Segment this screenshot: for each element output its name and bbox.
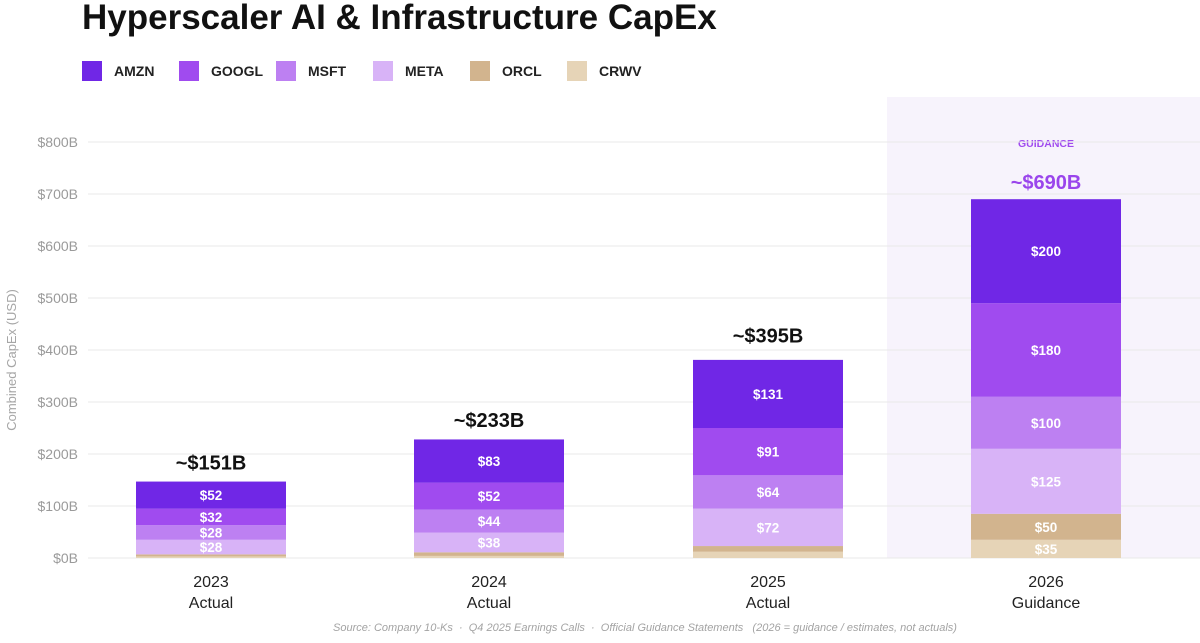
legend-label: ORCL [502,63,542,79]
guidance-label: GUIDANCE [1018,138,1074,150]
segment-label: $38 [478,535,501,550]
bar-segment-crwv-2023 [136,556,286,558]
legend-item-meta: META [373,61,470,81]
x-tick-label: 2026 [1028,574,1064,591]
y-tick-label: $400B [38,342,78,358]
segment-label: $52 [200,488,223,503]
bar-segment-amzn-2024 [414,439,564,483]
chart-title: Hyperscaler AI & Infrastructure CapEx [82,0,717,37]
bar-segment-msft-2023 [136,525,286,540]
bar-segment-googl-2023 [136,508,286,526]
legend-swatch [373,61,393,81]
y-tick-label: $100B [38,498,78,514]
y-tick-label: $300B [38,394,78,410]
bar-segment-amzn-2025 [693,359,843,428]
segment-label: $64 [757,485,780,500]
legend-label: CRWV [599,63,642,79]
legend-item-msft: MSFT [276,61,373,81]
x-tick-sublabel: Actual [189,595,233,612]
x-tick-sublabel: Actual [746,595,790,612]
segment-label: $50 [1035,520,1058,535]
bar-segment-meta-2024 [414,532,564,553]
bar-segment-orcl-2023 [136,554,286,557]
legend-swatch [82,61,102,81]
bar-segment-googl-2026 [971,303,1121,397]
legend-item-orcl: ORCL [470,61,567,81]
total-label: ~$151B [176,452,247,474]
legend-item-crwv: CRWV [567,61,647,81]
bar-segment-googl-2025 [693,428,843,476]
legend-swatch [470,61,490,81]
segment-label: $100 [1031,416,1061,431]
legend-label: AMZN [114,63,155,79]
segment-label: $91 [757,445,780,460]
bar-segment-orcl-2025 [693,546,843,552]
segment-label: $35 [1035,542,1058,557]
bar-segment-meta-2023 [136,539,286,555]
bar-segment-amzn-2026 [971,199,1121,304]
source-note: Source: Company 10-Ks · Q4 2025 Earnings… [333,622,957,634]
x-tick-label: 2024 [471,574,507,591]
bar-segment-meta-2025 [693,508,843,547]
bar-segment-meta-2026 [971,448,1121,514]
bar-segment-crwv-2026 [971,539,1121,558]
segment-label: $72 [757,520,780,535]
segment-label: $44 [478,514,501,529]
bar-segment-crwv-2025 [693,551,843,558]
y-tick-label: $800B [38,134,78,150]
legend-label: META [405,63,444,79]
y-tick-label: $500B [38,290,78,306]
x-tick-sublabel: Actual [467,595,511,612]
segment-label: $52 [478,489,501,504]
segment-label: $32 [200,510,223,525]
legend-label: MSFT [308,63,347,79]
bar-segment-googl-2024 [414,482,564,510]
y-axis-label: Combined CapEx (USD) [4,289,19,431]
total-label: ~$233B [454,410,525,432]
y-tick-label: $0B [53,550,78,566]
segment-label: $28 [200,540,223,555]
legend-item-googl: GOOGL [179,61,276,81]
segment-label: $180 [1031,343,1061,358]
legend-item-amzn: AMZN [82,61,179,81]
x-tick-label: 2025 [750,574,786,591]
bar-segment-msft-2026 [971,396,1121,449]
legend-swatch [276,61,296,81]
bar-segment-msft-2024 [414,509,564,533]
legend-label: GOOGL [211,63,264,79]
bar-segment-orcl-2026 [971,513,1121,540]
x-tick-label: 2023 [193,574,229,591]
total-label: ~$690B [1011,172,1082,194]
segment-label: $83 [478,454,501,469]
legend-swatch [567,61,587,81]
legend: AMZN GOOGL MSFT META ORCL CRWV [82,60,647,82]
bar-segment-orcl-2024 [414,552,564,556]
x-tick-sublabel: Guidance [1012,595,1081,612]
segment-label: $200 [1031,244,1061,259]
bar-segment-amzn-2023 [136,481,286,509]
segment-label: $125 [1031,474,1062,489]
legend-swatch [179,61,199,81]
segment-label: $28 [200,526,223,541]
y-tick-label: $200B [38,446,78,462]
bar-segment-msft-2025 [693,475,843,509]
y-tick-label: $600B [38,238,78,254]
total-label: ~$395B [733,326,804,348]
segment-label: $131 [753,387,784,402]
y-tick-label: $700B [38,186,78,202]
bar-segment-crwv-2024 [414,555,564,558]
